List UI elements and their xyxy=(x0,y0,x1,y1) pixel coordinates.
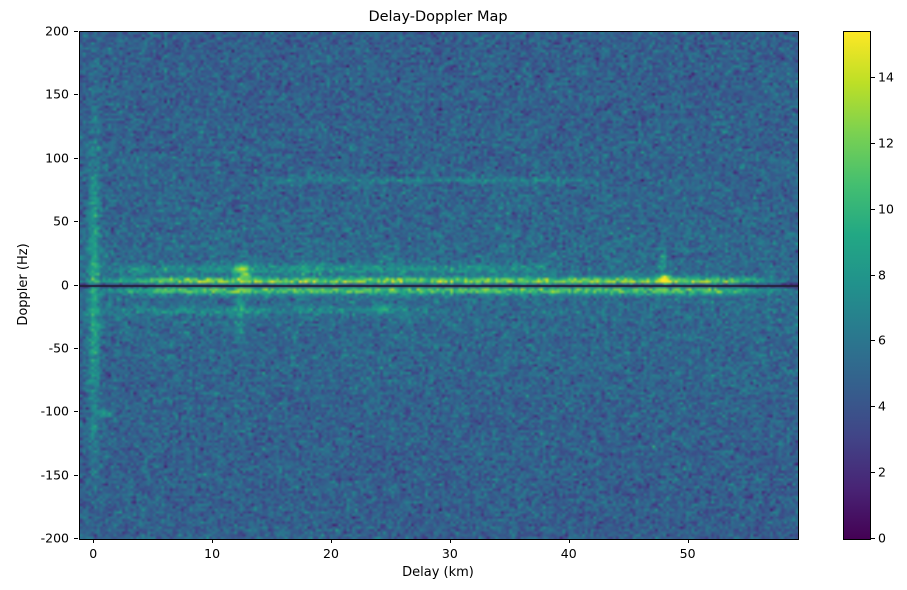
colorbar-tick-mark xyxy=(871,77,875,79)
colorbar-tick-label: 14 xyxy=(878,69,894,85)
x-tick-mark xyxy=(212,539,214,543)
colorbar-tick-label: 10 xyxy=(878,201,894,217)
y-tick-label: -100 xyxy=(40,403,69,419)
colorbar-tick-mark xyxy=(871,142,875,144)
delay-doppler-heatmap-axes xyxy=(79,31,799,540)
colorbar-tick-mark xyxy=(871,538,875,539)
colorbar-tick-mark xyxy=(871,340,875,342)
x-tick-mark xyxy=(568,539,570,543)
y-tick-mark xyxy=(74,538,78,539)
x-tick-label: 20 xyxy=(323,546,339,561)
heatmap-canvas xyxy=(80,32,798,539)
colorbar-tick-label: 12 xyxy=(878,135,894,151)
y-tick-mark xyxy=(74,221,78,223)
colorbar-tick-mark xyxy=(871,274,875,276)
colorbar-tick-label: 4 xyxy=(878,398,886,414)
page-title: Delay-Doppler Map xyxy=(368,9,508,25)
y-tick-mark xyxy=(74,94,78,96)
colorbar-tick-label: 2 xyxy=(878,464,886,480)
colorbar-tick-mark xyxy=(871,208,875,210)
x-tick-label: 30 xyxy=(441,546,458,561)
y-tick-label: 50 xyxy=(53,213,69,229)
colorbar-tick-mark xyxy=(871,472,875,474)
x-tick-label: 50 xyxy=(679,546,696,561)
colorbar-axes xyxy=(843,31,871,540)
y-tick-mark xyxy=(74,411,78,413)
x-tick-mark xyxy=(449,539,451,543)
y-tick-label: -150 xyxy=(40,467,69,483)
y-tick-label: 100 xyxy=(45,150,69,166)
x-tick-mark xyxy=(687,539,689,543)
x-tick-mark xyxy=(331,539,332,543)
y-tick-mark xyxy=(74,347,78,349)
y-tick-mark xyxy=(74,157,78,159)
y-tick-label: 150 xyxy=(45,86,69,102)
x-tick-label: 40 xyxy=(560,546,577,561)
colorbar-tick-mark xyxy=(871,406,875,408)
colorbar-tick-label: 6 xyxy=(878,332,886,348)
x-tick-mark xyxy=(93,539,95,543)
colorbar-tick-label: 8 xyxy=(878,267,886,283)
y-tick-label: -200 xyxy=(40,530,69,546)
y-tick-label: 200 xyxy=(45,23,69,39)
x-tick-label: 0 xyxy=(89,546,98,561)
y-tick-mark xyxy=(74,284,78,286)
colorbar-gradient xyxy=(844,32,870,539)
y-tick-label: 0 xyxy=(61,277,69,292)
x-axis-label: Delay (km) xyxy=(402,565,474,580)
colorbar-tick-label: 0 xyxy=(878,530,886,546)
x-tick-label: 10 xyxy=(204,546,221,561)
y-tick-mark xyxy=(74,31,78,32)
y-tick-label: -50 xyxy=(48,340,69,356)
y-axis-label: Doppler (Hz) xyxy=(16,243,31,326)
y-tick-mark xyxy=(74,474,78,476)
